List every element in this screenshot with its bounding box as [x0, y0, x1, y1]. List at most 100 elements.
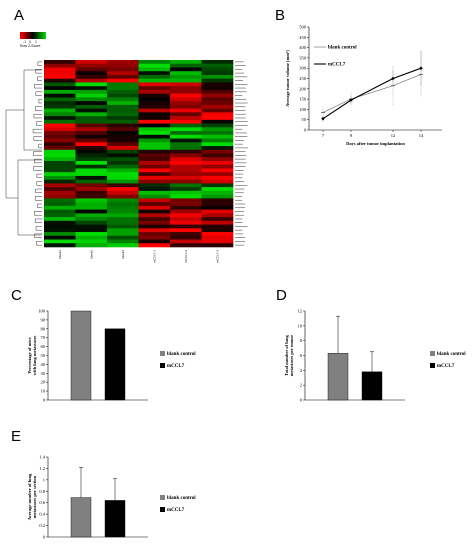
- heatmap-cell: [107, 93, 139, 98]
- heatmap-cell: [75, 108, 108, 113]
- e-y-axis-title: metastases per section: [32, 475, 37, 518]
- d-y-axis-title: metastases per mouse: [289, 335, 294, 376]
- heatmap-cell: [201, 78, 234, 83]
- heatmap-cell: [201, 97, 234, 102]
- b-series-line-mccl7: [322, 67, 422, 120]
- heatmap-cell: [138, 179, 171, 184]
- dendrogram-branch: [33, 166, 42, 171]
- dendrogram-branch: [23, 69, 42, 151]
- heatmap-cell: [138, 164, 171, 169]
- heatmap-cell: [44, 97, 76, 102]
- heatmap-cell: [44, 213, 76, 218]
- e-legend-label: mCCL7: [167, 508, 185, 513]
- heatmap-cell: [75, 235, 108, 240]
- heatmap-cell: [138, 157, 171, 162]
- heatmap-cell: [107, 239, 139, 244]
- heatmap-cell: [138, 243, 171, 248]
- heatmap-cell: [107, 224, 139, 229]
- heatmap-cell: [75, 232, 108, 237]
- heatmap-cell: [75, 78, 108, 83]
- heatmap-cell: [44, 142, 76, 147]
- heatmap-cell: [201, 116, 234, 121]
- dendrogram-branch: [35, 226, 42, 231]
- dendrogram-branch: [36, 121, 42, 126]
- heatmap-cell: [75, 213, 108, 218]
- heatmap-cell: [44, 164, 76, 169]
- heatmap-cell: [201, 108, 234, 113]
- b-point-marker: [349, 98, 353, 102]
- color-key-tick-label: 0: [29, 40, 31, 44]
- heatmap-cell: [170, 101, 202, 106]
- heatmap-cell: [107, 63, 139, 68]
- heatmap-cell: [170, 172, 202, 177]
- heatmap-cell: [170, 127, 202, 132]
- c-y-tick-label: 0: [43, 398, 46, 403]
- sample-label: mCCL7-2: [184, 250, 188, 263]
- heatmap-cell: [75, 205, 108, 210]
- heatmap-cell: [138, 160, 171, 166]
- heatmap-cell: [75, 138, 108, 143]
- heatmap-cell: [201, 123, 234, 128]
- heatmap-cell: [138, 224, 171, 229]
- heatmap-cell: [44, 146, 76, 151]
- heatmap-cell: [44, 82, 76, 87]
- dendrogram-branch: [33, 151, 42, 156]
- heatmap-cell: [75, 183, 108, 188]
- heatmap-cell: [44, 175, 76, 180]
- d-legend-swatch: [430, 363, 435, 368]
- heatmap-cell: [170, 67, 202, 72]
- c-y-tick-label: 10: [41, 389, 46, 394]
- d-y-tick-label: 12: [298, 309, 303, 314]
- heatmap-cell: [170, 108, 202, 113]
- heatmap-cell: [75, 220, 108, 225]
- c-y-tick-label: 80: [41, 326, 46, 331]
- c-y-tick-label: 50: [41, 353, 46, 358]
- heatmap-cell: [170, 164, 202, 169]
- heatmap-cell: [107, 134, 139, 139]
- heatmap-cell: [201, 202, 234, 207]
- dendrogram-branch: [37, 203, 42, 208]
- b-x-tick-label: 14: [419, 133, 424, 138]
- heatmap-cell: [107, 112, 139, 117]
- heatmap-cell: [170, 217, 202, 222]
- heatmap-cell: [170, 228, 202, 233]
- heatmap-cell: [170, 74, 202, 79]
- c-y-tick-label: 30: [41, 371, 46, 376]
- heatmap-cell: [44, 123, 76, 128]
- b-y-tick-label: 200: [299, 86, 307, 91]
- heatmap-cell: [75, 82, 108, 87]
- heatmap-cell: [44, 157, 76, 162]
- heatmap-cell: [138, 146, 171, 151]
- heatmap-cell: [201, 149, 234, 154]
- heatmap-cell: [107, 146, 139, 151]
- e-y-tick-label: 0.6: [39, 500, 45, 505]
- heatmap-cell: [138, 228, 171, 233]
- heatmap-cell: [138, 190, 171, 195]
- heatmap-cell: [201, 239, 234, 244]
- heatmap-cell: [201, 228, 234, 233]
- heatmap-cell: [107, 123, 139, 128]
- d-legend-label: mCCL7: [437, 364, 455, 369]
- heatmap-cell: [44, 138, 76, 143]
- heatmap-cell: [107, 82, 139, 87]
- e-y-tick-label: 0.2: [39, 523, 45, 528]
- heatmap-cell: [138, 149, 171, 154]
- heatmap-cell: [201, 224, 234, 229]
- dendrogram-branch: [34, 218, 42, 223]
- heatmap-cell: [107, 213, 139, 218]
- heatmap-cell: [138, 198, 171, 203]
- heatmap-cell: [44, 209, 76, 214]
- heatmap-cell: [44, 131, 76, 136]
- heatmap-cell: [44, 101, 76, 106]
- heatmap-cell: [201, 63, 234, 68]
- heatmap-cell: [170, 235, 202, 240]
- heatmap-cell: [138, 213, 171, 218]
- panel-a-letter: A: [14, 7, 24, 24]
- c-y-axis-title: Percentage of mice: [27, 337, 32, 373]
- b-y-tick-label: 0: [304, 128, 307, 133]
- heatmap-cell: [201, 183, 234, 188]
- b-y-tick-label: 50: [302, 117, 307, 122]
- heatmap-cell: [44, 112, 76, 117]
- sample-label: blank1: [58, 250, 62, 259]
